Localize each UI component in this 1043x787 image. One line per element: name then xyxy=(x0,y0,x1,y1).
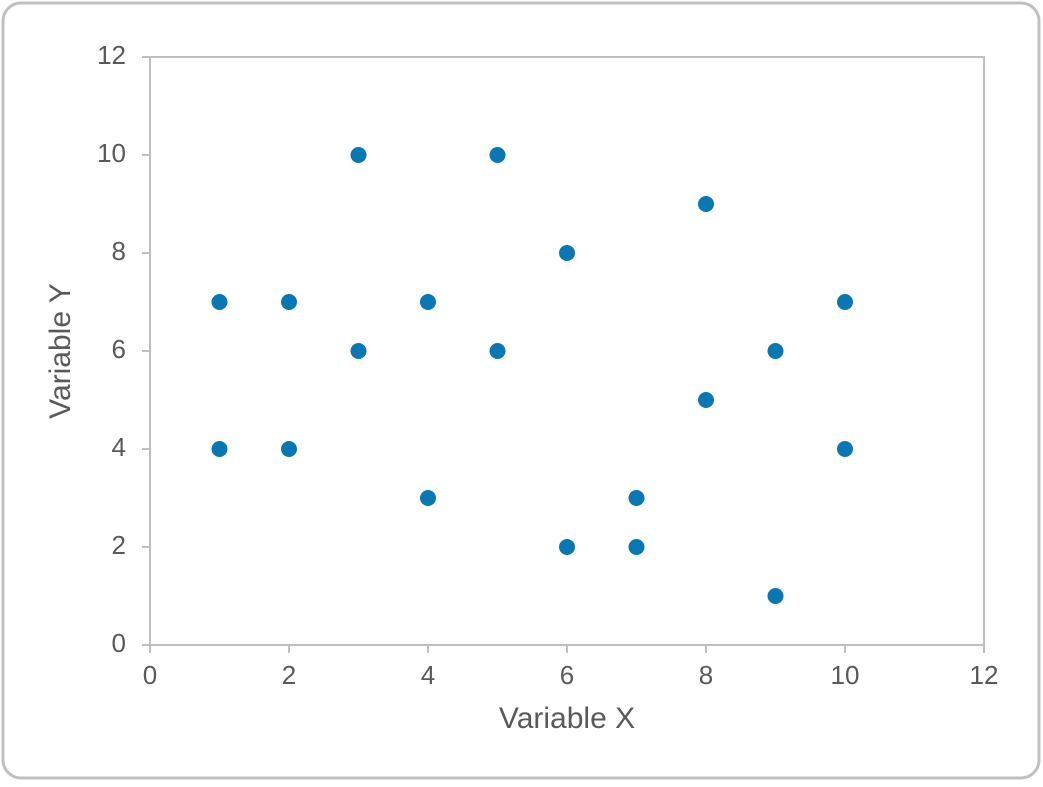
point xyxy=(698,392,714,408)
point xyxy=(698,196,714,212)
point xyxy=(420,294,436,310)
point xyxy=(489,343,506,359)
point xyxy=(559,539,575,555)
y-tick-label: 10 xyxy=(97,138,126,168)
point xyxy=(420,490,436,506)
x-tick-label: 10 xyxy=(831,660,860,690)
x-tick-label: 0 xyxy=(143,660,157,690)
point xyxy=(837,441,853,457)
point xyxy=(211,441,228,457)
point xyxy=(281,294,297,310)
point xyxy=(628,490,645,506)
x-tick-label: 6 xyxy=(560,660,574,690)
x-tick-label: 8 xyxy=(699,660,713,690)
point xyxy=(837,294,853,310)
y-tick-label: 6 xyxy=(112,334,126,364)
y-tick-label: 4 xyxy=(112,432,126,462)
x-tick-label: 12 xyxy=(970,660,999,690)
x-axis-title: Variable X xyxy=(499,702,635,735)
point xyxy=(767,343,784,359)
x-tick-label: 2 xyxy=(282,660,296,690)
y-tick-label: 12 xyxy=(97,40,126,70)
point xyxy=(211,294,228,310)
y-tick-label: 8 xyxy=(112,236,126,266)
y-tick-label: 2 xyxy=(112,530,126,560)
point xyxy=(628,539,645,555)
y-axis-title: Variable Y xyxy=(44,283,77,419)
point xyxy=(281,441,297,457)
point xyxy=(350,343,367,359)
point xyxy=(489,147,506,163)
point xyxy=(559,245,575,261)
x-tick-label: 4 xyxy=(421,660,435,690)
y-tick-label: 0 xyxy=(112,628,126,658)
point xyxy=(350,147,367,163)
point xyxy=(767,588,784,604)
